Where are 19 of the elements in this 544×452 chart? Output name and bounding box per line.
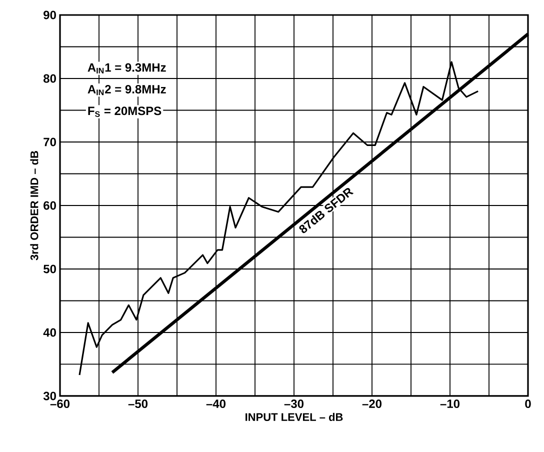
y-tick-label: 50 bbox=[44, 264, 56, 274]
x-tick-label: –40 bbox=[206, 400, 226, 408]
y-tick-label: 70 bbox=[44, 138, 56, 146]
y-tick-label: 30 bbox=[43, 392, 56, 400]
x-tick-label: –60 bbox=[50, 400, 70, 408]
y-tick-label: 80 bbox=[44, 74, 56, 83]
y-tick-label: 40 bbox=[43, 328, 56, 337]
annotation: A$_{IN}$2 = 9.8MHz bbox=[88, 84, 166, 96]
y-axis-title: 3rd ORDER IMD – dB bbox=[30, 151, 38, 260]
y-tick-label: 60 bbox=[44, 201, 56, 210]
x-tick-label: –30 bbox=[284, 400, 304, 408]
annotation: A$_{IN}$1 = 9.3MHz bbox=[88, 63, 166, 74]
x-axis-title: INPUT LEVEL – dB bbox=[246, 412, 343, 421]
y-tick-label: 90 bbox=[44, 10, 56, 20]
x-tick-label: 0 bbox=[525, 400, 531, 408]
annotation: F$_{S}$ = 20MSPS bbox=[88, 106, 162, 117]
x-tick-label: –10 bbox=[440, 400, 460, 408]
x-tick-label: –20 bbox=[362, 400, 382, 408]
x-tick-label: –50 bbox=[128, 400, 148, 408]
